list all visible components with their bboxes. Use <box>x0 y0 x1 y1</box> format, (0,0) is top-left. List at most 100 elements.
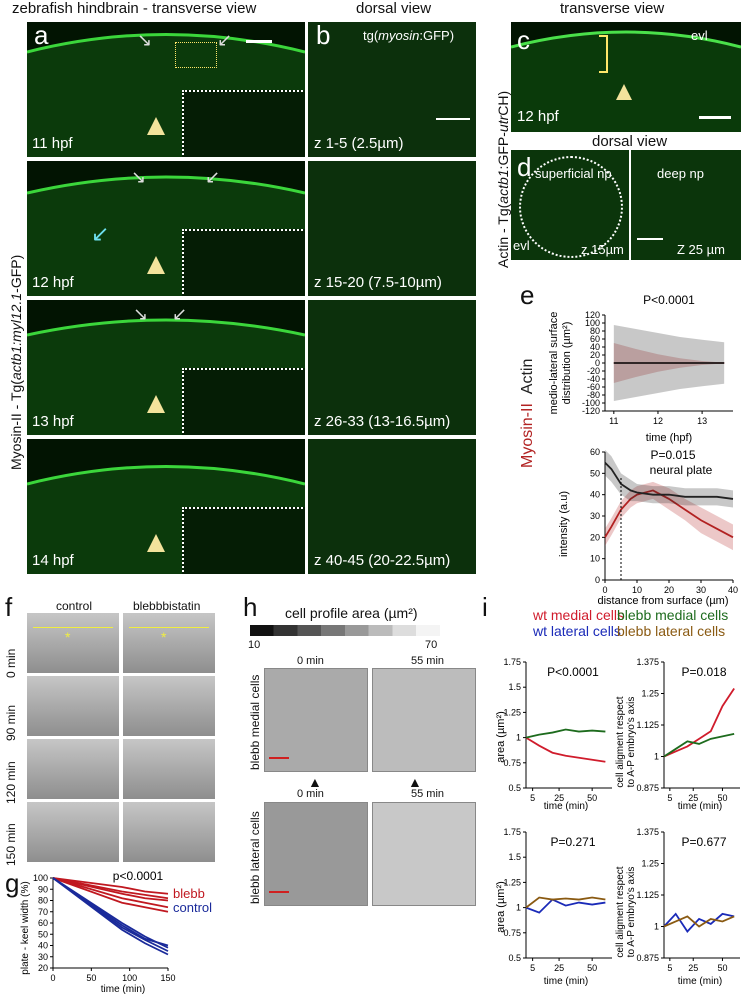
y-tick-label: 1.125 <box>636 720 659 730</box>
np-outline <box>519 156 623 258</box>
col-blebb: blebbbistatin <box>133 599 201 613</box>
time-label: 12 hpf <box>517 108 559 125</box>
xlabel: time (hpf) <box>646 432 692 444</box>
micrograph-d-deep: deep np Z 25 µm <box>631 150 741 260</box>
y-tick-label: 1 <box>516 733 521 743</box>
y-tick-label: 50 <box>590 468 600 478</box>
y-tick-label: 100 <box>585 318 600 328</box>
y-tick-label: 0.875 <box>636 953 659 963</box>
bf-blebb-90 <box>123 676 215 736</box>
micrograph-a-12hpf: ↘ ↙ ↙ 12 hpf <box>27 161 305 296</box>
y-tick-label: 0.75 <box>503 758 521 768</box>
z-label: z 26-33 (13-16.5µm) <box>314 413 451 430</box>
ylabel-1: cell aligment respect <box>615 866 626 957</box>
row-label: 90 min <box>4 704 18 741</box>
scale-bar <box>699 116 731 119</box>
header-hindbrain: zebrafish hindbrain - transverse view <box>12 0 257 17</box>
x-tick-label: 25 <box>688 793 698 803</box>
y-tick-label: 40 <box>590 490 600 500</box>
y-tick-label: 0.75 <box>503 928 521 938</box>
z-label: z 1-5 (2.5µm) <box>314 135 404 152</box>
xlabel: time (min) <box>544 801 588 812</box>
z-label: Z 25 µm <box>677 242 725 257</box>
ylabel-2: to A-P embryo's axis <box>626 697 637 788</box>
micrograph-a-13hpf: ↘ ↙ 13 hpf <box>27 300 305 435</box>
panel-letter-d: d <box>517 152 532 182</box>
series-line <box>663 912 735 933</box>
x-tick-label: 150 <box>160 973 175 983</box>
y-tick-label: 0.5 <box>508 953 521 963</box>
x-tick-label: 50 <box>86 973 96 983</box>
chart-e-top: P<0.0001 medio-lateral surface distribut… <box>548 293 733 444</box>
time-label: 55 min <box>411 655 445 667</box>
header-transverse-c: transverse view <box>560 0 665 17</box>
cell-map-lateral-55 <box>372 802 476 906</box>
arrow-icon: ↙ <box>205 167 221 187</box>
x-tick-label: 5 <box>530 793 535 803</box>
evl-label: evl <box>691 28 708 43</box>
y-tick-label: 70 <box>38 907 48 917</box>
time-label: 11 hpf <box>32 135 73 152</box>
inset <box>182 507 305 574</box>
z-label: z 15-20 (7.5-10µm) <box>314 274 442 291</box>
scale-bar <box>637 238 663 240</box>
chart-i1: P<0.0001 area (µm²) time (min) 0.5 0.75 1 1… <box>495 657 612 812</box>
micrograph-a-14hpf: 14 hpf <box>27 439 305 574</box>
ylabel: plate - keel width (%) <box>20 881 31 974</box>
superficial-np-label: superficial np <box>535 166 612 181</box>
xlabel: time (min) <box>678 976 722 987</box>
bf-control-150 <box>27 802 119 862</box>
zoom-box <box>175 42 217 68</box>
x-tick-label: 5 <box>667 793 672 803</box>
micrograph-b-3: z 26-33 (13-16.5µm) <box>308 300 476 435</box>
row-label: 150 min <box>4 823 18 866</box>
series-line <box>52 877 169 913</box>
arrow-icon: ↘ <box>137 30 153 50</box>
y-tick-label: -120 <box>582 406 600 416</box>
chart-e-bottom: P=0.015 neural plate intensity (a.u) dis… <box>558 447 738 607</box>
xlabel: time (min) <box>101 984 145 995</box>
y-tick-label: 20 <box>590 350 600 360</box>
inset <box>182 90 305 157</box>
y-tick-label: 120 <box>585 310 600 320</box>
arrowhead-icon <box>616 84 632 100</box>
series-line <box>525 728 606 739</box>
bf-control-120 <box>27 739 119 799</box>
y-tick-label: 0 <box>595 575 600 585</box>
y-tick-label: 1.75 <box>503 827 521 837</box>
y-tick-label: 1.25 <box>641 859 659 869</box>
x-tick-label: 50 <box>587 793 597 803</box>
myosin-side-label: Myosin-II - Tg(actb1:myl12.1-GFP) <box>8 254 24 470</box>
x-tick-label: 50 <box>717 793 727 803</box>
x-tick-label: 10 <box>632 585 642 595</box>
time-label: 55 min <box>411 788 445 800</box>
xlabel: time (min) <box>544 976 588 987</box>
y-tick-label: 0 <box>595 358 600 368</box>
legend-wt-lateral: wt lateral cells <box>533 623 621 639</box>
y-tick-label: 1.125 <box>636 890 659 900</box>
x-tick-label: 5 <box>530 963 535 973</box>
cell-map-lateral-0 <box>264 802 368 906</box>
legend-blebb-lateral: blebb lateral cells <box>617 623 726 639</box>
series-line <box>604 462 734 500</box>
x-tick-label: 100 <box>122 973 137 983</box>
x-tick-label: 25 <box>688 963 698 973</box>
row-label-lateral: blebb lateral cells <box>248 811 262 904</box>
pvalue: P=0.677 <box>681 835 726 849</box>
x-tick-label: 40 <box>728 585 738 595</box>
x-tick-label: 0 <box>50 973 55 983</box>
ylabel: intensity (a.u) <box>558 491 570 557</box>
transgene-label: tg(myosin:GFP) <box>363 28 455 43</box>
micrograph-b-1: tg(myosin:GFP) z 1-5 (2.5µm) <box>308 22 476 157</box>
scale-bar <box>246 40 272 43</box>
legend-blebb: blebb <box>173 886 205 901</box>
x-tick-label: 30 <box>696 585 706 595</box>
arrow-icon: ↙ <box>172 304 188 324</box>
actin-side-label: Actin - Tg(actb1:GFP-utrCH) <box>495 90 511 268</box>
x-tick-label: 13 <box>697 416 707 426</box>
y-tick-label: -100 <box>582 398 600 408</box>
y-tick-label: 1 <box>516 903 521 913</box>
error-band <box>605 481 733 551</box>
arrowhead-icon <box>147 395 165 413</box>
y-tick-label: 100 <box>33 873 48 883</box>
